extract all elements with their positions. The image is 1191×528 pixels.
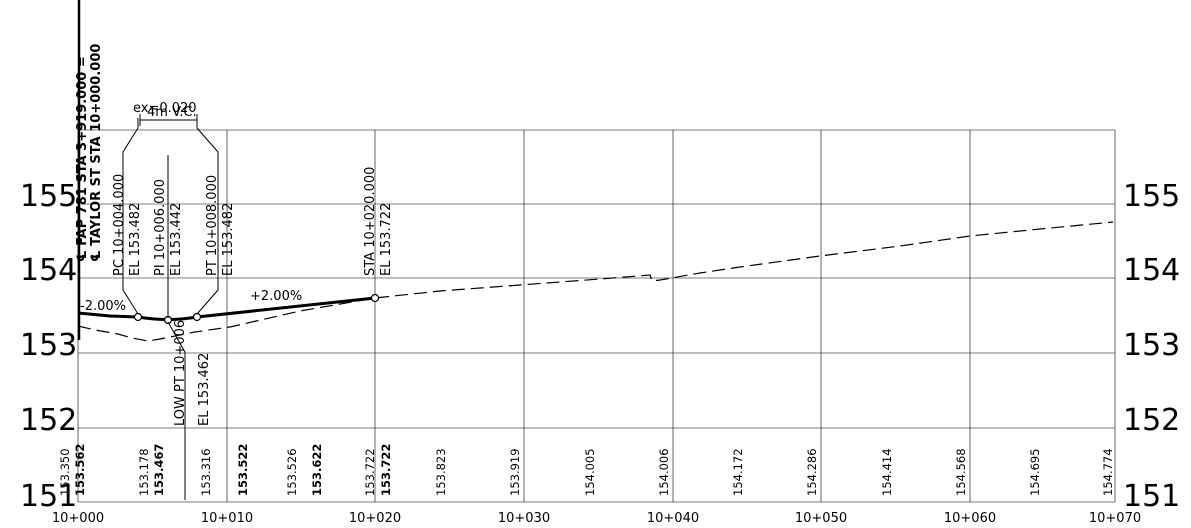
elevation-label: 152 bbox=[1123, 403, 1180, 438]
sta-end-elevation-label: EL 153.722 bbox=[379, 203, 394, 276]
existing-elevation: 153.823 bbox=[434, 448, 448, 496]
existing-elevation: 154.568 bbox=[954, 448, 968, 496]
station-label: 10+060 bbox=[944, 511, 996, 526]
proposed-elevation: 153.722 bbox=[379, 444, 393, 496]
existing-elevation: 154.414 bbox=[880, 448, 894, 496]
centerline-taylor-label: ℄ TAYLOR ST STA 10+000.000 bbox=[89, 44, 104, 262]
pc-point bbox=[133, 312, 143, 322]
elevation-label: 151 bbox=[1123, 479, 1180, 514]
station-label: 10+070 bbox=[1089, 511, 1141, 526]
pt-point bbox=[192, 312, 202, 322]
station-label: 10+040 bbox=[647, 511, 699, 526]
existing-elevation: 154.005 bbox=[583, 448, 597, 496]
pi-station-label: PI 10+006.000 bbox=[153, 179, 168, 276]
vc-length: 4m V.C. bbox=[147, 105, 197, 120]
elevation-labels-left: 155 154 153 152 151 bbox=[20, 179, 77, 514]
existing-elevation: 153.316 bbox=[199, 448, 213, 496]
elevation-label: 155 bbox=[1123, 179, 1180, 214]
pt-elevation-label: EL 153.482 bbox=[221, 203, 236, 276]
elevation-label: 154 bbox=[20, 253, 77, 288]
elevation-labels-right: 155 154 153 152 151 bbox=[1123, 179, 1180, 514]
elevation-label: 153 bbox=[1123, 328, 1180, 363]
proposed-elevation: 153.467 bbox=[152, 444, 166, 496]
elevation-label: 151 bbox=[20, 479, 77, 514]
existing-elevation: 153.919 bbox=[508, 448, 522, 496]
pc-station-label: PC 10+004.000 bbox=[112, 174, 127, 276]
existing-elevation: 153.350 bbox=[58, 448, 72, 496]
sta-end-station-label: STA 10+020.000 bbox=[363, 167, 378, 276]
curve-leaders bbox=[122, 114, 219, 500]
low-elevation-label: EL 153.462 bbox=[197, 353, 212, 426]
existing-elevation: 153.722 bbox=[363, 448, 377, 496]
existing-elevation: 154.172 bbox=[731, 448, 745, 496]
station-label: 10+050 bbox=[795, 511, 847, 526]
pc-elevation-label: EL 153.482 bbox=[128, 203, 143, 276]
elevation-label: 152 bbox=[20, 403, 77, 438]
existing-elevation: 154.774 bbox=[1101, 448, 1115, 496]
grade-left-label: -2.00% bbox=[80, 299, 126, 314]
pi-elevation-label: EL 153.442 bbox=[169, 203, 184, 276]
centerline-fap-label: ℄ FAP 781 STA 3+919.000 = bbox=[75, 56, 90, 262]
sta-end-point bbox=[370, 293, 380, 303]
proposed-elevation-row: 153.562 153.467 153.522 153.622 153.722 bbox=[73, 444, 393, 496]
proposed-elevation: 153.622 bbox=[310, 444, 324, 496]
proposed-elevation: 153.562 bbox=[73, 444, 87, 496]
station-labels: 10+000 10+010 10+020 10+030 10+040 10+050 10+0… bbox=[52, 511, 1141, 526]
grade-right-label: +2.00% bbox=[250, 289, 302, 304]
station-label: 10+030 bbox=[498, 511, 550, 526]
station-label: 10+010 bbox=[201, 511, 253, 526]
station-label: 10+000 bbox=[52, 511, 104, 526]
existing-elevation: 154.695 bbox=[1028, 448, 1042, 496]
station-label: 10+020 bbox=[349, 511, 401, 526]
existing-elevation: 153.178 bbox=[137, 448, 151, 496]
existing-ground-line bbox=[77, 221, 1114, 342]
elevation-label: 153 bbox=[20, 328, 77, 363]
profile-grid bbox=[77, 129, 1116, 503]
elevation-label: 155 bbox=[20, 179, 77, 214]
existing-elevation: 154.286 bbox=[805, 448, 819, 496]
existing-elevation: 153.526 bbox=[285, 448, 299, 496]
pt-station-label: PT 10+008.000 bbox=[205, 175, 220, 276]
proposed-elevation: 153.522 bbox=[236, 444, 250, 496]
elevation-label: 154 bbox=[1123, 253, 1180, 288]
existing-elevation: 154.006 bbox=[657, 448, 671, 496]
vc-ex: ex=0.020 bbox=[133, 101, 197, 116]
existing-elevation-row: 153.350 153.178 153.316 153.526 153.722 153.8… bbox=[58, 448, 1115, 496]
low-point-label: LOW PT 10+006 bbox=[173, 320, 188, 426]
